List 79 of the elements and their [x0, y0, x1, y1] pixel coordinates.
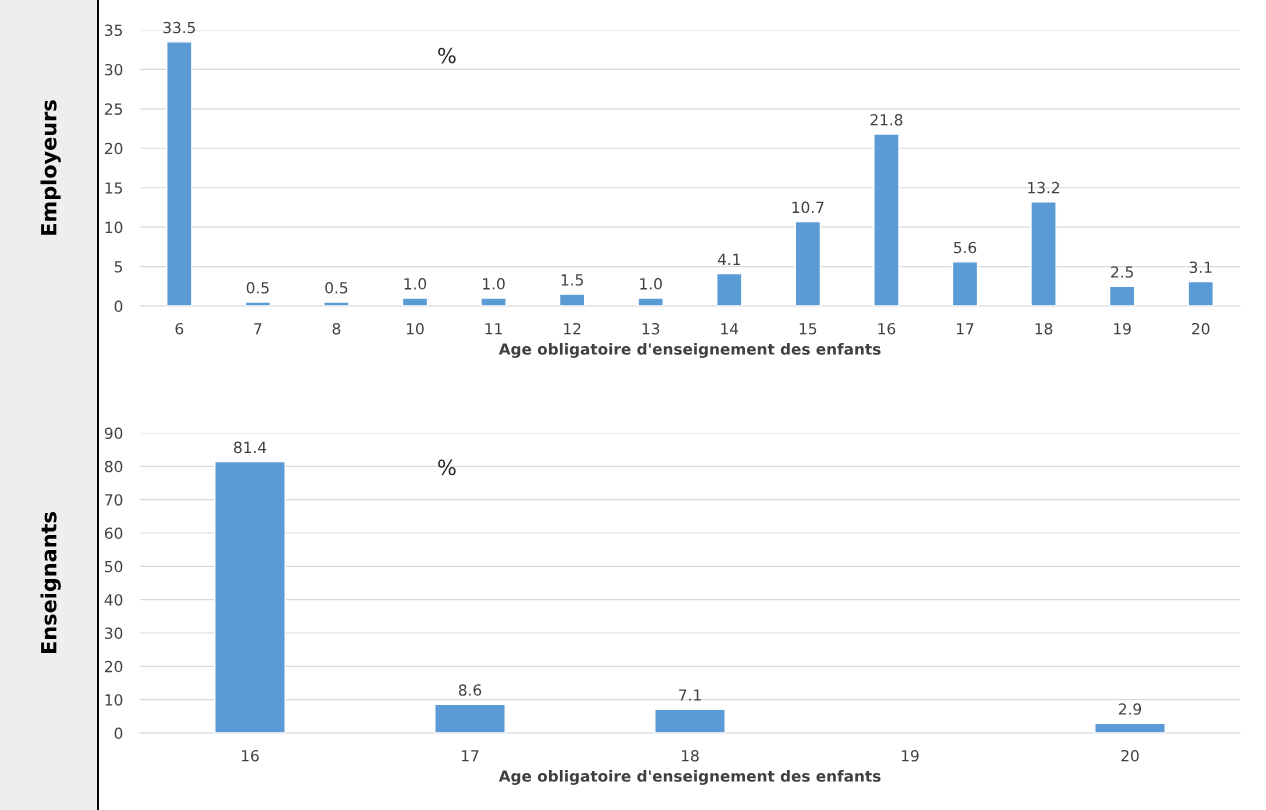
y-tick-label: 10	[105, 221, 123, 234]
annotation: %	[438, 459, 456, 476]
y-tick-label: 0	[114, 727, 123, 740]
y-tick-label: 50	[105, 560, 123, 573]
data-label: 2.9	[1118, 703, 1142, 715]
data-label: 33.5	[163, 21, 195, 34]
data-label: 1.0	[640, 278, 662, 290]
x-axis-title: Age obligatoire d'enseignement des enfants	[498, 770, 881, 785]
y-tick-label: 35	[105, 24, 122, 37]
bar	[794, 220, 822, 306]
x-tick-label: 19	[901, 749, 919, 762]
data-label: 2.5	[1111, 266, 1133, 278]
bar	[951, 261, 979, 306]
data-label: 1.5	[561, 274, 583, 286]
data-label: 1.0	[483, 278, 505, 290]
bar	[214, 460, 286, 733]
bar	[1030, 201, 1057, 306]
x-tick-label: 10	[406, 322, 424, 335]
bar	[1187, 280, 1214, 306]
x-tick-label: 20	[1192, 322, 1210, 335]
y-tick-label: 25	[105, 103, 122, 115]
data-label: 8.6	[458, 684, 482, 696]
y-tick-label: 90	[104, 427, 123, 440]
y-tick-label: 40	[104, 594, 123, 606]
y-axis-title: Employeurs	[40, 100, 61, 235]
y-tick-label: 60	[104, 527, 123, 540]
x-tick-label: 11	[485, 323, 502, 335]
y-tick-label: 0	[114, 300, 123, 313]
y-tick-label: 20	[105, 142, 123, 155]
data-label: 4.1	[717, 253, 741, 265]
bar	[1108, 285, 1136, 306]
data-label: 5.6	[954, 241, 977, 254]
data-label: 0.5	[246, 281, 269, 294]
bar	[637, 297, 664, 306]
bar	[558, 293, 586, 306]
data-label: 10.7	[792, 201, 824, 214]
x-tick-label: 18	[1035, 322, 1053, 335]
x-tick-label: 12	[564, 322, 581, 335]
y-tick-label: 30	[105, 63, 123, 76]
data-label: 21.8	[870, 114, 903, 126]
x-tick-label: 17	[461, 750, 479, 762]
data-label: 0.5	[325, 281, 348, 294]
data-label: 7.1	[679, 689, 701, 701]
y-tick-label: 30	[105, 627, 123, 640]
bar	[401, 297, 429, 306]
x-tick-label: 14	[721, 323, 739, 335]
y-tick-label: 80	[104, 460, 123, 473]
bar	[716, 272, 743, 306]
data-label: 1.0	[404, 278, 427, 290]
x-tick-label: 6	[175, 322, 184, 335]
annotation: %	[438, 47, 456, 64]
y-tick-label: 20	[105, 660, 123, 673]
bar	[480, 297, 507, 306]
x-tick-label: 8	[332, 322, 341, 335]
x-tick-label: 13	[642, 322, 660, 335]
y-tick-label: 5	[114, 261, 122, 273]
x-axis-title: Age obligatoire d'enseignement des enfants	[498, 343, 881, 358]
bar	[323, 301, 350, 306]
bar	[434, 703, 506, 733]
x-tick-label: 15	[799, 323, 817, 335]
bar	[166, 41, 193, 306]
x-tick-label: 16	[241, 749, 259, 762]
x-tick-label: 17	[956, 323, 974, 335]
x-tick-label: 20	[1121, 749, 1139, 762]
x-tick-label: 19	[1114, 322, 1131, 335]
x-tick-label: 7	[254, 323, 262, 335]
data-label: 81.4	[234, 441, 267, 454]
bar	[244, 301, 272, 306]
bar	[654, 708, 726, 733]
bar	[1094, 722, 1166, 733]
data-label: 3.1	[1189, 261, 1212, 274]
x-tick-label: 16	[878, 322, 896, 335]
y-tick-label: 70	[105, 494, 123, 506]
bar	[873, 133, 900, 306]
y-tick-label: 10	[105, 694, 123, 706]
y-axis-title: Enseignants	[40, 512, 61, 653]
data-label: 13.2	[1028, 181, 1060, 194]
y-tick-label: 15	[105, 182, 122, 194]
x-tick-label: 18	[681, 749, 699, 762]
